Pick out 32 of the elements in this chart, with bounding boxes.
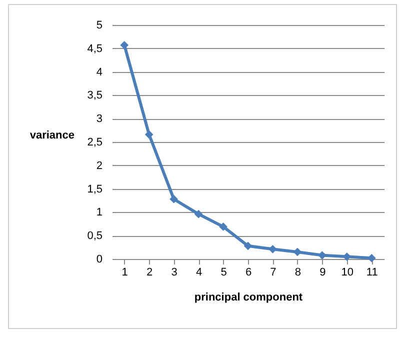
x-tick-label: 3 (171, 266, 178, 278)
x-tick-label: 8 (294, 266, 302, 278)
point (120, 40, 129, 50)
point (194, 210, 203, 218)
point (219, 222, 228, 231)
x-tick-label: 5 (220, 266, 227, 278)
y-tick-label: 4 (96, 66, 102, 78)
x-tick-label: 2 (146, 266, 153, 278)
x-tick-label: 4 (196, 266, 202, 278)
point (293, 248, 302, 256)
y-axis-title: variance (30, 130, 74, 142)
y-tick-label: 0 (96, 254, 102, 266)
point (170, 194, 178, 204)
x-tick-label: 6 (245, 266, 252, 278)
x-tick-label: 10 (341, 266, 354, 278)
y-tick-label: 1,5 (87, 183, 102, 196)
y-tick-label: 2 (96, 160, 102, 172)
y-tick-label: 4,5 (87, 42, 102, 55)
y-tick-label: 5 (96, 20, 102, 32)
y-tick-label: 1 (96, 206, 102, 219)
y-tick-label: 0,5 (87, 230, 102, 242)
x-tick-label: 9 (320, 266, 326, 278)
point (144, 130, 154, 139)
point (244, 242, 252, 250)
x-tick-label: 7 (270, 266, 276, 278)
y-tick-label: 3 (96, 113, 102, 126)
x-tick-label: 11 (366, 266, 378, 278)
x-axis-title: principal component (194, 292, 303, 304)
point (268, 244, 277, 254)
y-tick-label: 2,5 (87, 136, 102, 148)
y-tick-label: 3,5 (87, 90, 102, 102)
x-tick-label: 1 (122, 266, 128, 278)
